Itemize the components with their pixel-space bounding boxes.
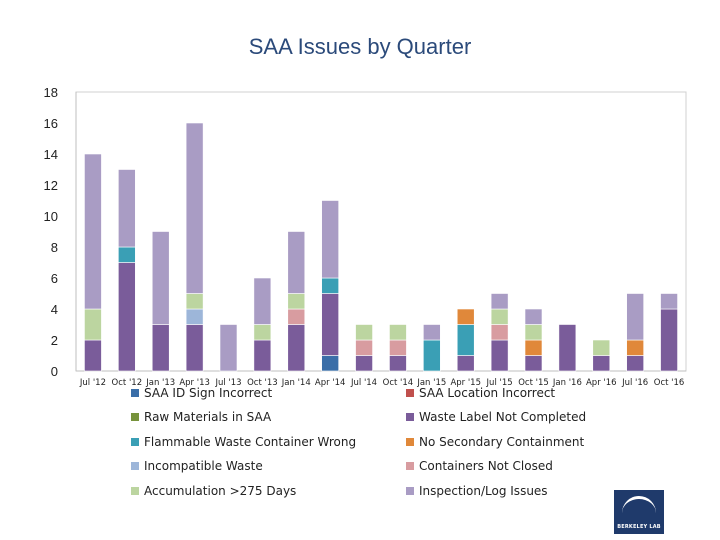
x-tick-label: Apr '15 (450, 378, 481, 388)
bar-segment (118, 246, 136, 263)
bar-segment (524, 339, 543, 356)
x-tick-label: Oct '12 (112, 378, 143, 388)
x-tick-label: Oct '15 (518, 378, 549, 388)
bar-segment (626, 355, 644, 372)
bar-segment (524, 355, 543, 372)
bar-segment (253, 277, 272, 325)
bar-segment (592, 339, 611, 356)
berkeley-lab-logo: BERKELEY LAB (614, 490, 664, 534)
x-tick-label: Jul '15 (486, 378, 513, 388)
y-tick-label: 0 (51, 364, 58, 379)
bar-segment (253, 324, 272, 341)
bar-segment (423, 324, 441, 341)
y-tick-label: 6 (51, 271, 58, 286)
y-tick-label: 14 (44, 147, 58, 162)
bar-segment (151, 324, 170, 372)
bar-segment (355, 339, 373, 356)
bar-segment (389, 355, 407, 372)
bar-segment (151, 231, 170, 325)
bar-segment (389, 339, 407, 356)
bar-segment (287, 308, 306, 325)
bar-segment (490, 324, 509, 341)
x-tick-label: Oct '16 (654, 378, 685, 388)
x-tick-label: Jul '12 (79, 378, 106, 388)
bar-segment (524, 308, 543, 325)
x-tick-label: Oct '13 (247, 378, 278, 388)
y-tick-label: 12 (44, 178, 58, 193)
y-tick-label: 16 (44, 116, 58, 131)
bar-segment (185, 308, 204, 325)
x-tick-label: Jul '16 (621, 378, 648, 388)
bar-segment (423, 339, 441, 372)
x-tick-label: Apr '14 (315, 378, 346, 388)
y-tick-label: 10 (44, 209, 58, 224)
y-tick-label: 2 (51, 333, 58, 348)
x-tick-label: Oct '14 (383, 378, 414, 388)
bar-segment (287, 293, 306, 310)
lab-roof-icon (622, 496, 656, 513)
bar-segment (660, 308, 678, 372)
x-tick-label: Jan '14 (281, 378, 311, 388)
bar-segment (490, 339, 509, 372)
y-tick-label: 8 (51, 240, 58, 255)
logo-text: BERKELEY LAB (617, 524, 661, 530)
bar-segment (456, 324, 475, 356)
bar-segment (626, 339, 644, 356)
x-tick-label: Jul '13 (214, 378, 241, 388)
bar-segment (321, 277, 339, 294)
bar-segment (355, 355, 373, 372)
bar-segment (524, 324, 543, 341)
x-tick-label: Jul '14 (350, 378, 377, 388)
bar-segment (287, 324, 306, 372)
bar-segment (456, 355, 475, 372)
bar-segment (490, 308, 509, 325)
bar-segment (84, 153, 102, 310)
y-tick-label: 4 (51, 302, 58, 317)
x-tick-label: Jan '13 (145, 378, 175, 388)
bar-segment (592, 355, 611, 372)
chart-title: SAA Issues by Quarter (248, 34, 472, 59)
x-tick-label: Jan '16 (552, 378, 582, 388)
y-tick-label: 18 (44, 85, 58, 100)
bar-segment (558, 324, 577, 372)
bar-segment (321, 355, 339, 372)
bar-segment (456, 308, 475, 325)
bar-segment (660, 293, 678, 310)
bar-segment (321, 293, 339, 356)
bar-segment (185, 293, 204, 310)
bar-segment (118, 262, 136, 372)
bar-segment (321, 200, 339, 279)
bar-segment (84, 339, 102, 372)
bar-segment (219, 324, 238, 372)
bar-segment (185, 324, 204, 372)
bar-segment (253, 339, 272, 372)
bar-segment (389, 324, 407, 341)
x-tick-label: Apr '13 (179, 378, 210, 388)
x-tick-label: Apr '16 (586, 378, 617, 388)
bar-segment (84, 308, 102, 341)
bar-segment (490, 293, 509, 310)
bar-segment (626, 293, 644, 341)
bar-segment (287, 231, 306, 294)
bar-segment (185, 122, 204, 294)
bar-segment (118, 169, 136, 248)
bar-segment (355, 324, 373, 341)
x-tick-label: Jan '15 (416, 378, 446, 388)
